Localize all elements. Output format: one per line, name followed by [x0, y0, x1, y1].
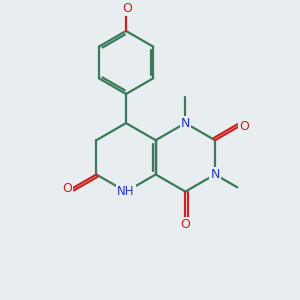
- Text: N: N: [181, 117, 190, 130]
- Text: O: O: [63, 182, 72, 195]
- Text: O: O: [122, 2, 132, 15]
- Text: O: O: [180, 218, 190, 231]
- Text: N: N: [210, 168, 220, 181]
- Text: O: O: [239, 120, 249, 133]
- Text: NH: NH: [117, 185, 135, 198]
